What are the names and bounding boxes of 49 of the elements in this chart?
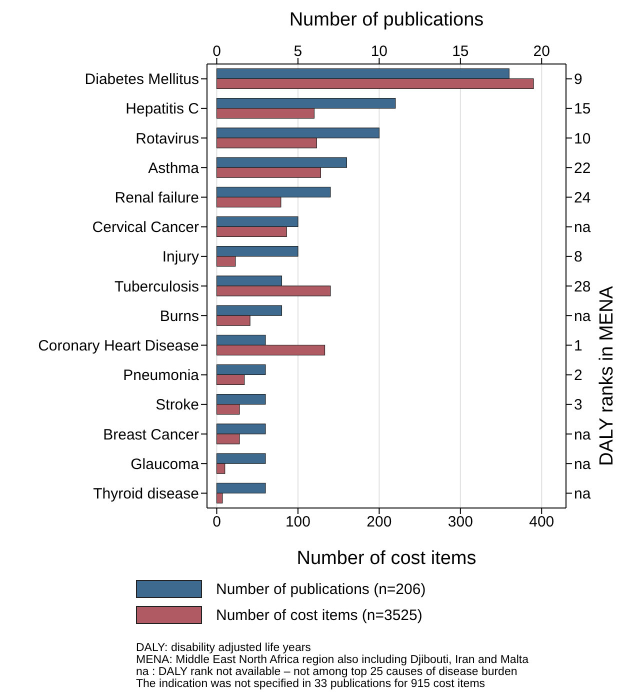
y2-tick-label: 1 [574, 338, 582, 355]
x-tick-label: 0 [212, 514, 221, 531]
y2-tick-label: na [574, 426, 592, 444]
y-tick-label: Thyroid disease [93, 486, 199, 503]
y-tick-label: Renal failure [114, 190, 199, 207]
y2-tick-label: na [574, 486, 592, 503]
y2-tick-label: na [574, 456, 592, 473]
y-tick-label: Burns [160, 308, 199, 325]
x2-tick-label: 0 [212, 43, 221, 60]
x-tick-label: 100 [285, 514, 310, 531]
y-tick-label: Cervical Cancer [92, 219, 199, 236]
x2-tick-label: 20 [533, 43, 550, 60]
text: The indication was not specified in 33 publications for 915 cost items [136, 678, 486, 690]
x-axis-title: Number of cost items [296, 548, 476, 569]
y2-tick-label: 10 [574, 130, 591, 148]
y2-tick-label: 22 [574, 160, 591, 177]
x-tick-label: 400 [529, 514, 554, 531]
x2-axis-title: Number of publications [289, 9, 484, 30]
y-tick-label: Diabetes Mellitus [84, 71, 199, 88]
y-tick-label: Rotavirus [136, 130, 199, 148]
y2-axis-title: DALY ranks in MENA [596, 286, 618, 466]
y2-tick-label: 24 [574, 190, 591, 207]
y-tick-label: Hepatitis C [126, 100, 200, 118]
x-tick-label: 300 [448, 514, 473, 531]
y2-tick-label: na [574, 308, 592, 325]
y-tick-label: Coronary Heart Disease [38, 338, 199, 355]
y-tick-label: Injury [162, 248, 200, 266]
y-tick-label: Stroke [156, 396, 199, 414]
y2-tick-label: 15 [574, 100, 591, 118]
y2-tick-label: 8 [574, 248, 582, 266]
x2-tick-label: 15 [452, 43, 469, 60]
y2-tick-label: 2 [574, 367, 582, 384]
y2-tick-label: 9 [574, 71, 582, 88]
y-tick-label: Breast Cancer [103, 426, 200, 444]
legend-label: Number of cost items (n=3525) [216, 606, 422, 624]
y-tick-label: Tuberculosis [114, 278, 199, 296]
x2-tick-label: 10 [370, 43, 388, 60]
legend-label: Number of publications (n=206) [216, 580, 426, 598]
y2-tick-label: 28 [574, 278, 591, 296]
y-tick-label: Glaucoma [130, 456, 200, 473]
x2-tick-label: 5 [294, 43, 302, 60]
y2-tick-label: 3 [574, 396, 582, 414]
text: na : DALY rank not available – not among top 25 causes of disease burden [136, 666, 518, 678]
text: DALY: disability adjusted life years [136, 642, 312, 654]
x-tick-label: 200 [366, 514, 392, 531]
y-tick-label: Pneumonia [123, 367, 200, 384]
y2-tick-label: na [574, 219, 592, 236]
y-tick-label: Asthma [148, 160, 200, 177]
text: MENA: Middle East North Africa region also including Djibouti, Iran and Malta [136, 654, 530, 666]
